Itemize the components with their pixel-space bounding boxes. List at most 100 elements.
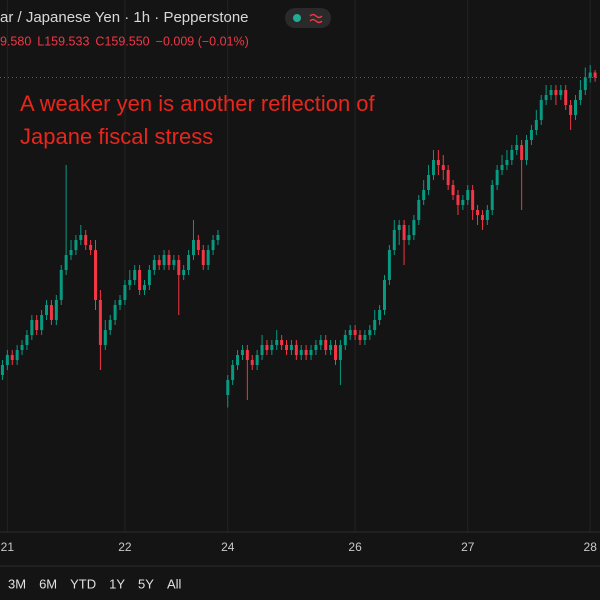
- range-button[interactable]: YTD: [70, 576, 96, 591]
- candle-body: [520, 145, 524, 160]
- candle-body: [30, 320, 34, 335]
- candle-body: [368, 330, 372, 335]
- candle-body: [255, 355, 259, 365]
- candle-body: [549, 90, 553, 95]
- candle-body: [431, 160, 435, 175]
- candle-body: [348, 330, 352, 335]
- candle-body: [338, 345, 342, 360]
- candle-body: [265, 345, 269, 350]
- x-tick-label: 27: [461, 540, 475, 554]
- symbol-title: ar / Japanese Yen · 1h · Pepperstone: [0, 9, 249, 26]
- candle-body: [392, 230, 396, 250]
- candle-body: [206, 250, 210, 265]
- candle-body: [588, 72, 592, 78]
- candle-body: [94, 250, 98, 300]
- candle-body: [231, 365, 235, 380]
- x-tick-label: 28: [584, 540, 598, 554]
- candle-body: [128, 280, 132, 285]
- candle-body: [187, 255, 191, 270]
- ohlc-value: 9.580: [0, 34, 31, 48]
- candle-body: [49, 305, 53, 320]
- candle-body: [133, 270, 137, 280]
- candle-body: [5, 355, 9, 365]
- candle-body: [152, 260, 156, 270]
- candle-body: [544, 95, 548, 100]
- candle-body: [358, 335, 362, 340]
- candle-body: [510, 150, 514, 160]
- candle-body: [113, 305, 117, 320]
- candle-body: [25, 335, 29, 345]
- candle-body: [182, 270, 186, 275]
- ohlc-value: C159.550: [95, 34, 149, 48]
- candle-body: [446, 170, 450, 185]
- candle-body: [98, 300, 102, 345]
- market-open-dot: [293, 14, 301, 22]
- candle-body: [177, 260, 181, 275]
- candle-body: [35, 320, 39, 330]
- candle-body: [15, 350, 19, 360]
- x-tick-label: 21: [1, 540, 15, 554]
- candle-body: [500, 165, 504, 170]
- candle-body: [45, 305, 49, 315]
- candle-body: [299, 350, 303, 355]
- ohlc-value: −0.009 (−0.01%): [156, 34, 249, 48]
- candle-body: [397, 225, 401, 230]
- candles: [0, 65, 600, 408]
- candle-body: [387, 250, 391, 280]
- candle-body: [260, 345, 264, 355]
- range-button[interactable]: 1Y: [109, 576, 125, 591]
- candle-body: [74, 240, 78, 250]
- candle-body: [529, 130, 533, 140]
- candle-body: [363, 335, 367, 340]
- range-button[interactable]: All: [167, 576, 182, 591]
- candle-body: [289, 345, 293, 350]
- candle-body: [103, 330, 107, 345]
- candle-body: [84, 235, 88, 245]
- candle-body: [412, 220, 416, 235]
- candle-body: [373, 320, 377, 330]
- x-tick-label: 24: [221, 540, 235, 554]
- candle-body: [211, 240, 215, 250]
- candle-body: [304, 350, 308, 355]
- candle-body: [480, 215, 484, 220]
- ohlc-value: L159.533: [37, 34, 89, 48]
- candle-body: [324, 340, 328, 350]
- candle-body: [167, 255, 171, 265]
- status-pill: [285, 8, 331, 28]
- candle-body: [142, 285, 146, 290]
- candle-body: [495, 170, 499, 185]
- candle-body: [250, 360, 254, 365]
- candle-body: [417, 200, 421, 220]
- candle-body: [476, 210, 480, 215]
- candle-body: [569, 105, 573, 115]
- data-icon: [309, 13, 323, 24]
- candle-body: [64, 255, 68, 270]
- candle-body: [294, 345, 298, 355]
- candle-body: [461, 200, 465, 205]
- candle-body: [10, 355, 14, 360]
- candle-body: [59, 270, 63, 300]
- candle-body: [118, 300, 122, 305]
- candle-body: [147, 270, 151, 285]
- candle-body: [539, 100, 543, 120]
- candle-body: [329, 345, 333, 350]
- range-button[interactable]: 3M: [8, 576, 26, 591]
- candle-body: [245, 350, 249, 360]
- candle-body: [554, 90, 558, 95]
- candle-body: [436, 160, 440, 165]
- candle-body: [353, 330, 357, 335]
- candle-body: [196, 240, 200, 250]
- annotation-text: A weaker yen is another reflection of: [20, 91, 376, 116]
- range-button[interactable]: 6M: [39, 576, 57, 591]
- range-button[interactable]: 5Y: [138, 576, 154, 591]
- candle-body: [40, 315, 44, 330]
- candle-body: [490, 185, 494, 210]
- candle-body: [275, 340, 279, 345]
- candle-body: [240, 350, 244, 355]
- candle-body: [505, 160, 509, 165]
- candle-body: [314, 345, 318, 350]
- candle-body: [515, 145, 519, 150]
- candle-body: [79, 235, 83, 240]
